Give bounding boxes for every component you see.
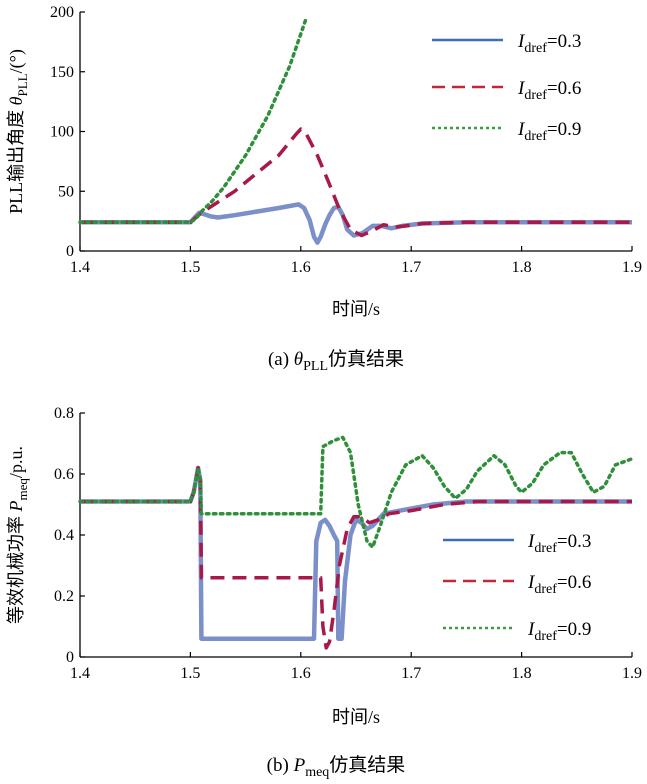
legend-subscript: dref bbox=[524, 129, 547, 144]
legend-label-2: Idref=0.6 bbox=[527, 572, 591, 597]
legend-subscript: dref bbox=[524, 41, 547, 56]
y-label-text: 等效机械功率 bbox=[6, 511, 26, 624]
y-tick-label: 0 bbox=[66, 243, 74, 260]
x-tick-label: 1.5 bbox=[180, 259, 200, 276]
caption-subscript: meq bbox=[305, 765, 329, 780]
legend-symbol: I bbox=[517, 78, 526, 99]
y-tick-label: 0.2 bbox=[54, 588, 74, 605]
legend-subscript: dref bbox=[534, 541, 557, 556]
x-tick-label: 1.6 bbox=[291, 259, 311, 276]
x-axis-label: 时间/s bbox=[332, 299, 380, 319]
x-tick-label: 1.9 bbox=[622, 259, 642, 276]
series-line-3 bbox=[78, 435, 634, 549]
caption-symbol: θ bbox=[294, 349, 303, 370]
y-tick-label: 0 bbox=[66, 649, 74, 666]
caption-suffix: 仿真结果 bbox=[328, 348, 404, 370]
legend-subscript: dref bbox=[534, 629, 557, 644]
legend-symbol: I bbox=[527, 619, 536, 640]
x-tick-label: 1.5 bbox=[180, 665, 200, 682]
caption-symbol: P bbox=[293, 755, 306, 776]
legend-value: =0.6 bbox=[557, 572, 591, 593]
panel-a: 1.4 1.5 1.6 1.7 1.8 1.9050100150200Idref=0.3I… bbox=[6, 4, 642, 374]
y-tick-label: 100 bbox=[50, 124, 74, 141]
y-label-unit: /p.u. bbox=[6, 446, 26, 478]
caption-suffix: 仿真结果 bbox=[329, 754, 405, 776]
legend-value: =0.6 bbox=[547, 78, 581, 99]
legend-value: =0.9 bbox=[547, 119, 581, 140]
y-label-subscript: meq bbox=[15, 478, 30, 501]
panel-caption: (b) Pmeq仿真结果 bbox=[267, 754, 406, 780]
y-tick-label: 150 bbox=[50, 64, 74, 81]
legend-symbol: I bbox=[517, 119, 526, 140]
legend-value: =0.9 bbox=[557, 619, 591, 640]
y-tick-label: 0.8 bbox=[54, 405, 74, 422]
y-label-text: PLL输出角度 bbox=[6, 105, 26, 214]
legend-value: =0.3 bbox=[547, 31, 581, 52]
y-tick-label: 0.6 bbox=[54, 466, 74, 483]
legend-symbol: I bbox=[517, 31, 526, 52]
y-label-unit: /(°) bbox=[6, 49, 27, 73]
x-tick-label: 1.8 bbox=[512, 665, 532, 682]
x-tick-label: 1.7 bbox=[401, 665, 421, 682]
y-axis-label: PLL输出角度 θPLL/(°) bbox=[6, 49, 30, 214]
legend-subscript: dref bbox=[534, 582, 557, 597]
x-tick-label: 1.7 bbox=[401, 259, 421, 276]
caption-subscript: PLL bbox=[303, 359, 328, 374]
y-tick-label: 0.4 bbox=[54, 527, 74, 544]
x-tick-label: 1.4 bbox=[70, 259, 90, 276]
legend-symbol: I bbox=[527, 531, 536, 552]
series-line-2 bbox=[80, 466, 632, 650]
x-tick-label: 1.6 bbox=[291, 665, 311, 682]
x-tick-label: 1.4 bbox=[70, 665, 90, 682]
y-tick-label: 50 bbox=[58, 183, 74, 200]
caption-prefix: (a) bbox=[268, 349, 294, 370]
legend-symbol: I bbox=[527, 572, 536, 593]
y-label-symbol: θ bbox=[6, 96, 26, 105]
series-line-3 bbox=[78, 16, 309, 225]
y-label-symbol: P bbox=[6, 500, 26, 512]
legend-label-3: Idref=0.9 bbox=[517, 119, 581, 144]
caption-prefix: (b) bbox=[267, 755, 294, 776]
x-axis-label: 时间/s bbox=[332, 707, 380, 727]
legend-subscript: dref bbox=[524, 88, 547, 103]
legend-value: =0.3 bbox=[557, 531, 591, 552]
x-tick-label: 1.9 bbox=[622, 665, 642, 682]
y-tick-label: 200 bbox=[50, 4, 74, 21]
y-axis-label: 等效机械功率 Pmeq/p.u. bbox=[6, 446, 30, 624]
legend-label-1: Idref=0.3 bbox=[527, 531, 591, 556]
panel-b: 1.4 1.5 1.6 1.7 1.8 1.900.20.40.60.8Idref=0.3… bbox=[6, 405, 642, 780]
legend-label-3: Idref=0.9 bbox=[527, 619, 591, 644]
series-line-2 bbox=[80, 127, 632, 238]
legend-label-1: Idref=0.3 bbox=[517, 31, 581, 56]
panel-caption: (a) θPLL仿真结果 bbox=[268, 348, 404, 374]
y-label-subscript: PLL bbox=[15, 73, 30, 96]
x-tick-label: 1.8 bbox=[512, 259, 532, 276]
legend-label-2: Idref=0.6 bbox=[517, 78, 581, 103]
